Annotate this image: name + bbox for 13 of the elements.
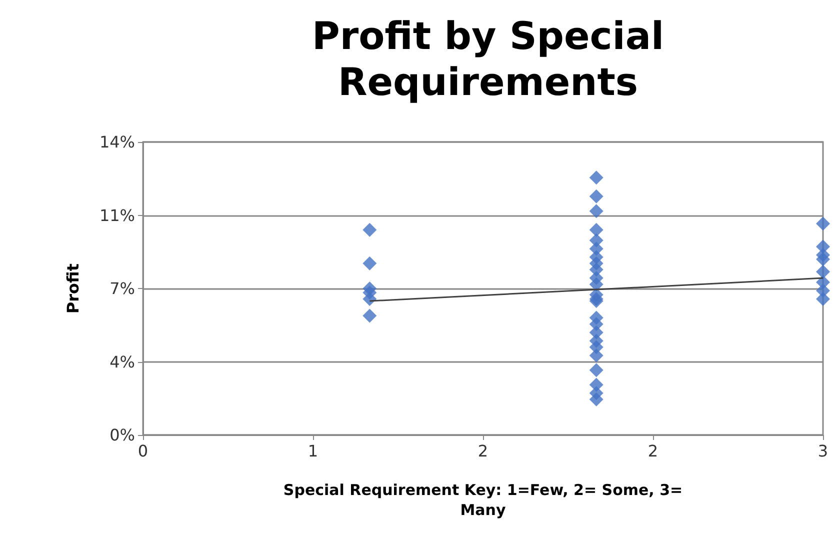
chart-title: Profit by Special Requirements bbox=[312, 14, 664, 104]
x-tick-label: 3 bbox=[818, 442, 828, 460]
y-tick-label: 14% bbox=[99, 132, 135, 152]
y-tick-label: 4% bbox=[110, 352, 135, 372]
x-tick-label: 1 bbox=[308, 442, 318, 460]
x-tick-label: 2 bbox=[478, 442, 488, 460]
x-axis-title: Special Requirement Key: 1=Few, 2= Some, 3= Many bbox=[283, 481, 683, 519]
y-axis-title: Profit bbox=[64, 263, 82, 314]
y-tick-label: 11% bbox=[99, 206, 135, 225]
x-tick-label: 0 bbox=[138, 442, 148, 460]
y-tick-label: 0% bbox=[110, 426, 135, 444]
x-tick-label: 2 bbox=[648, 442, 658, 460]
y-tick-label: 7% bbox=[110, 279, 135, 298]
